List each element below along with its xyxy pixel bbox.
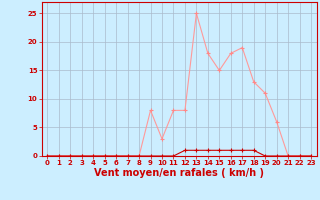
X-axis label: Vent moyen/en rafales ( km/h ): Vent moyen/en rafales ( km/h ): [94, 168, 264, 178]
